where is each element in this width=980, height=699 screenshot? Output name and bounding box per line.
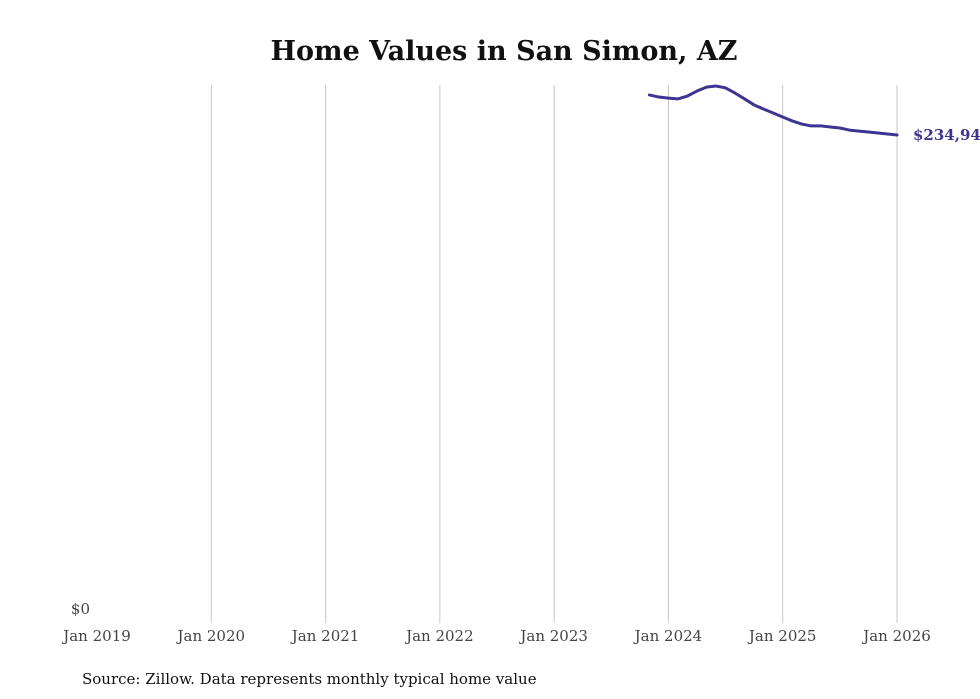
chart-title: Home Values in San Simon, AZ	[270, 36, 737, 67]
y-tick-label: $0	[71, 600, 90, 618]
x-tick-label: Jan 2024	[633, 627, 703, 645]
x-tick-label: Jan 2020	[176, 627, 246, 645]
x-tick-label: Jan 2025	[747, 627, 817, 645]
x-tick-label: Jan 2021	[290, 627, 360, 645]
series-line	[647, 84, 899, 137]
x-tick-label: Jan 2026	[861, 627, 931, 645]
end-value-label: $234,940	[913, 126, 980, 144]
x-tick-label: Jan 2022	[404, 627, 474, 645]
source-note: Source: Zillow. Data represents monthly …	[82, 670, 537, 688]
x-tick-label: Jan 2023	[518, 627, 588, 645]
x-tick-label: Jan 2019	[61, 627, 131, 645]
